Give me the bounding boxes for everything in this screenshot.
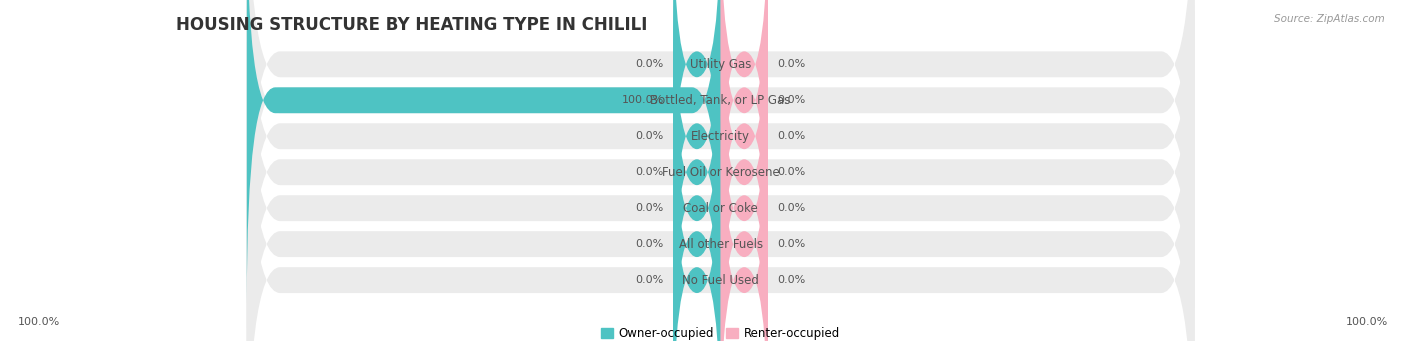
Text: Utility Gas: Utility Gas: [690, 58, 751, 71]
Text: Fuel Oil or Kerosene: Fuel Oil or Kerosene: [662, 166, 779, 179]
Text: 0.0%: 0.0%: [778, 167, 806, 177]
Text: HOUSING STRUCTURE BY HEATING TYPE IN CHILILI: HOUSING STRUCTURE BY HEATING TYPE IN CHI…: [176, 16, 647, 34]
Text: No Fuel Used: No Fuel Used: [682, 273, 759, 286]
FancyBboxPatch shape: [247, 41, 1194, 341]
Text: 0.0%: 0.0%: [636, 239, 664, 249]
Text: All other Fuels: All other Fuels: [679, 238, 762, 251]
Text: Source: ZipAtlas.com: Source: ZipAtlas.com: [1274, 14, 1385, 24]
FancyBboxPatch shape: [673, 113, 721, 341]
FancyBboxPatch shape: [247, 0, 1194, 341]
Text: 0.0%: 0.0%: [636, 203, 664, 213]
FancyBboxPatch shape: [673, 41, 721, 341]
FancyBboxPatch shape: [247, 0, 1194, 303]
Text: 0.0%: 0.0%: [778, 95, 806, 105]
Text: 0.0%: 0.0%: [778, 239, 806, 249]
FancyBboxPatch shape: [721, 5, 768, 339]
Text: 100.0%: 100.0%: [621, 95, 664, 105]
Text: 100.0%: 100.0%: [18, 317, 60, 327]
Legend: Owner-occupied, Renter-occupied: Owner-occupied, Renter-occupied: [596, 322, 845, 341]
Text: 0.0%: 0.0%: [636, 167, 664, 177]
Text: 0.0%: 0.0%: [778, 203, 806, 213]
FancyBboxPatch shape: [721, 41, 768, 341]
Text: Bottled, Tank, or LP Gas: Bottled, Tank, or LP Gas: [651, 94, 790, 107]
FancyBboxPatch shape: [673, 77, 721, 341]
FancyBboxPatch shape: [673, 0, 721, 303]
Text: 0.0%: 0.0%: [778, 59, 806, 69]
Text: 0.0%: 0.0%: [778, 131, 806, 141]
FancyBboxPatch shape: [247, 0, 1194, 339]
Text: Electricity: Electricity: [692, 130, 749, 143]
FancyBboxPatch shape: [247, 0, 1194, 341]
FancyBboxPatch shape: [721, 0, 768, 303]
FancyBboxPatch shape: [247, 0, 721, 303]
Text: Coal or Coke: Coal or Coke: [683, 202, 758, 215]
FancyBboxPatch shape: [247, 0, 1194, 341]
FancyBboxPatch shape: [721, 0, 768, 231]
FancyBboxPatch shape: [721, 113, 768, 341]
FancyBboxPatch shape: [247, 5, 1194, 341]
FancyBboxPatch shape: [721, 0, 768, 267]
FancyBboxPatch shape: [673, 5, 721, 339]
Text: 0.0%: 0.0%: [636, 131, 664, 141]
FancyBboxPatch shape: [721, 77, 768, 341]
Text: 0.0%: 0.0%: [636, 59, 664, 69]
FancyBboxPatch shape: [673, 0, 721, 231]
Text: 0.0%: 0.0%: [636, 275, 664, 285]
Text: 0.0%: 0.0%: [778, 275, 806, 285]
Text: 100.0%: 100.0%: [1346, 317, 1388, 327]
